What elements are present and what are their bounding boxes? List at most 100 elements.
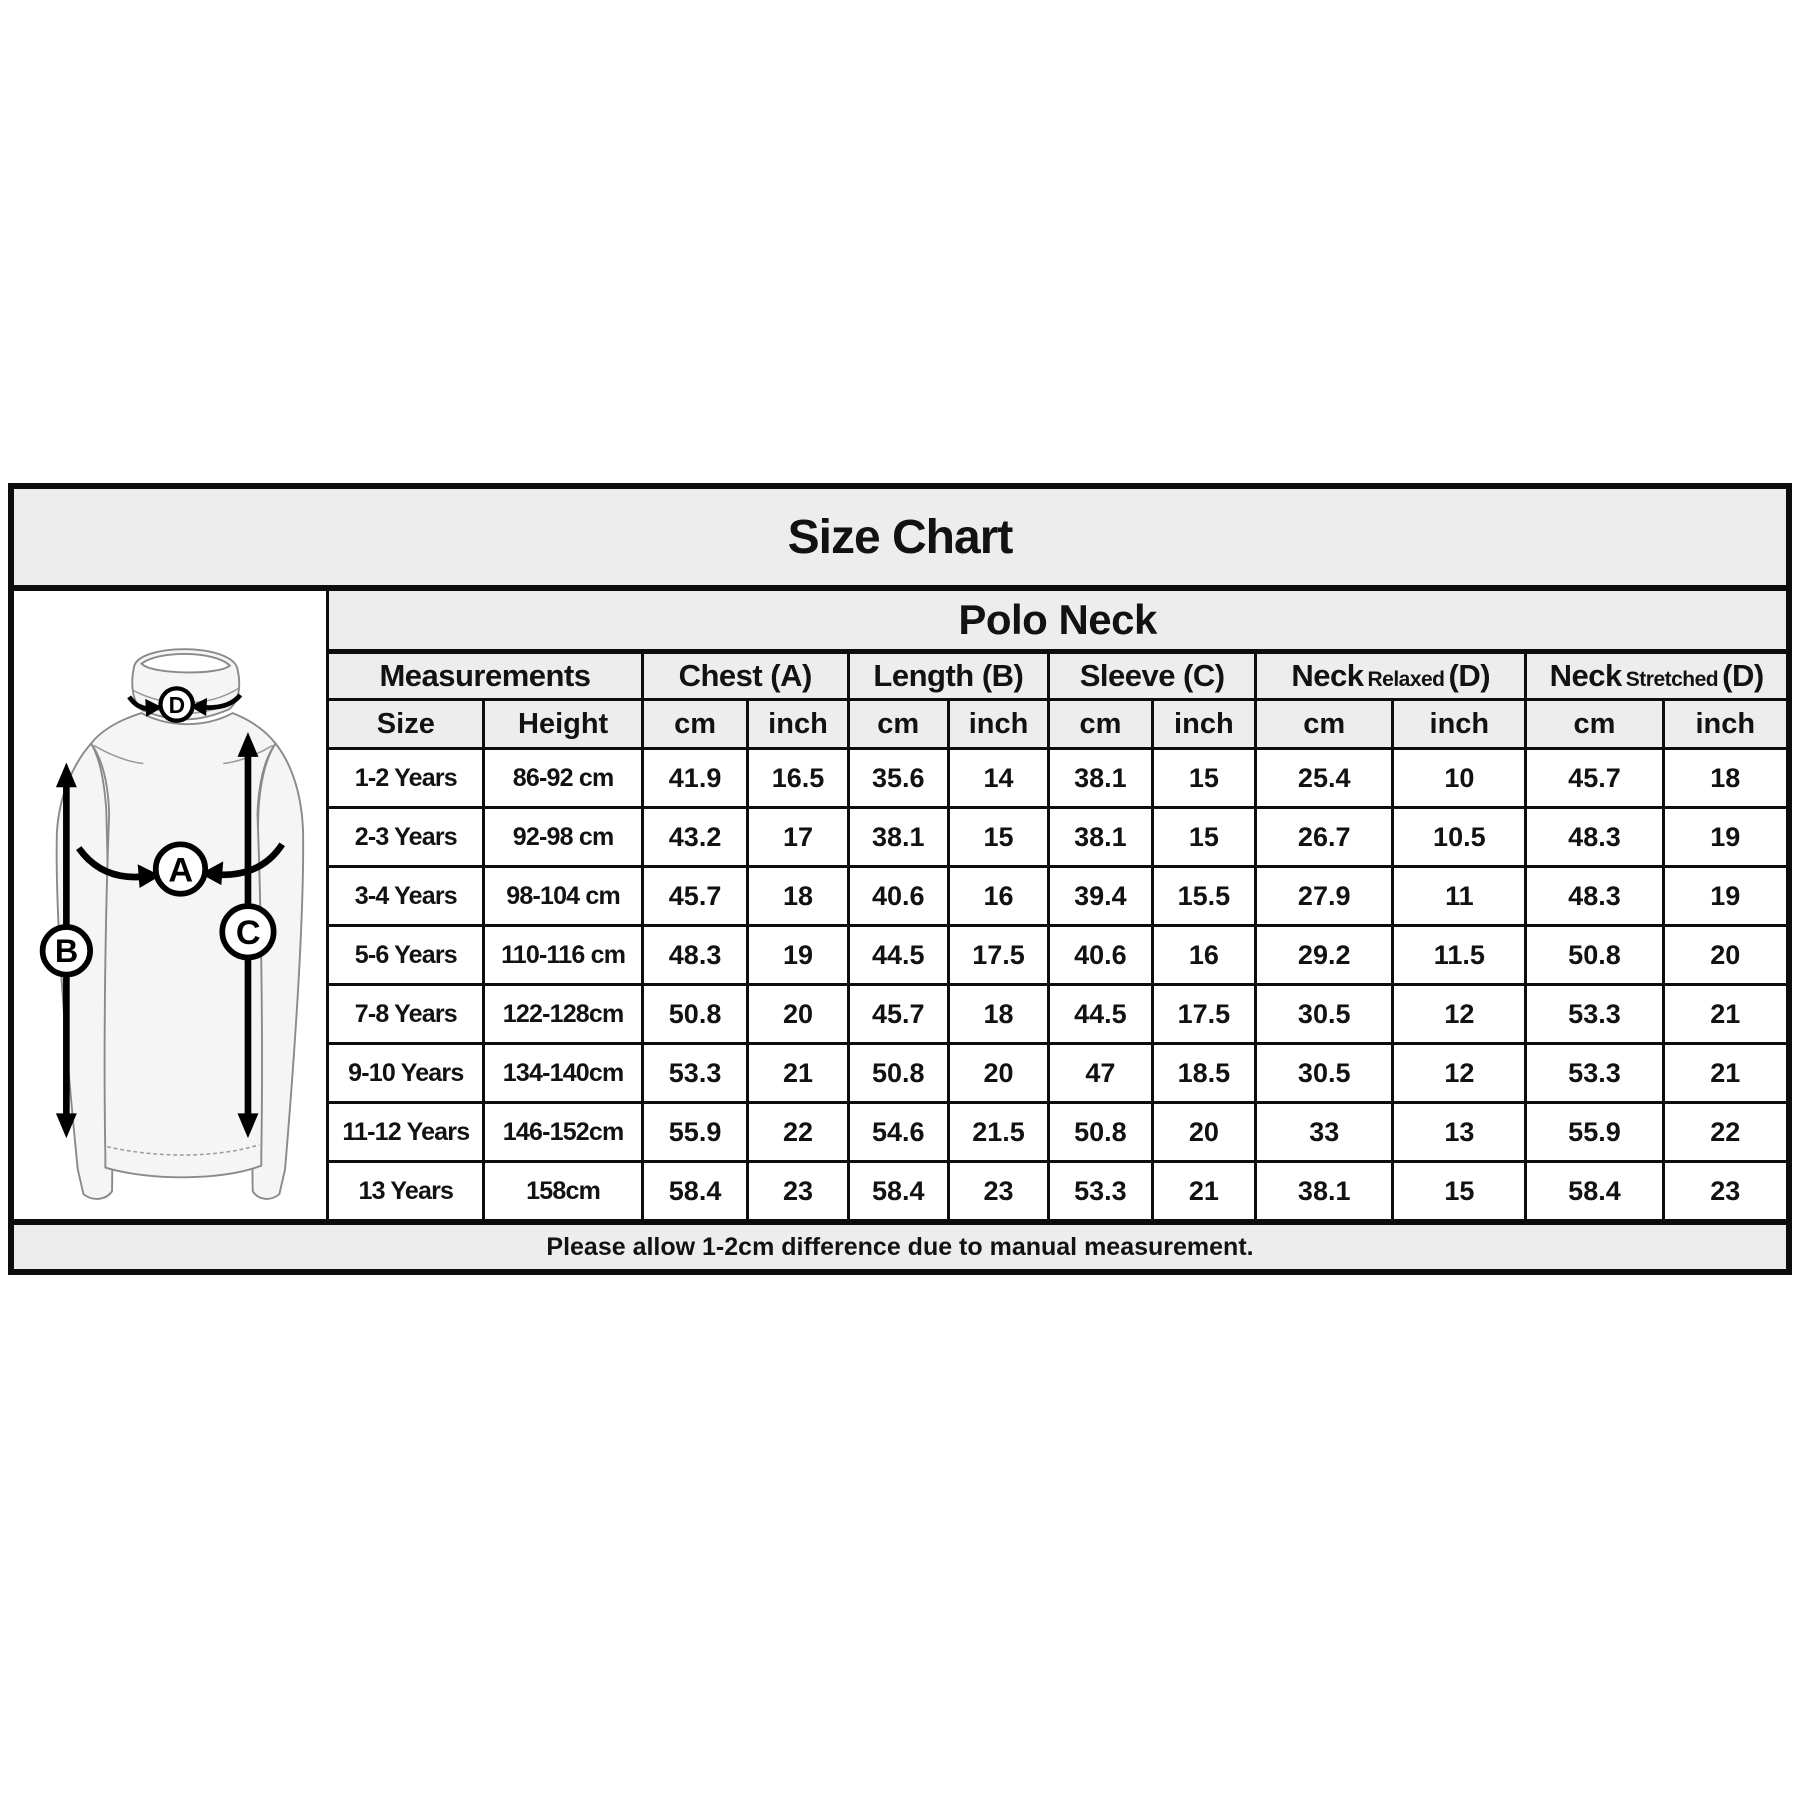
cell-neck-relaxed-inch: 11.5 [1391,924,1528,986]
cell-height: 134-140cm [482,1042,644,1104]
header-sleeve: Sleeve (C) [1047,650,1258,701]
cell-length-inch: 18 [946,983,1051,1045]
cell-length-cm: 45.7 [846,983,950,1045]
label-c: C [236,914,260,952]
cell-neck-stretched-inch: 22 [1661,1101,1791,1163]
cell-chest-inch: 22 [746,1101,850,1163]
table-row-9-10-years: 9-10 Years 134-140cm 53.3 21 50.8 20 47 … [11,1042,1791,1104]
measure-arc-a-right [217,842,286,879]
group-header-row: Measurements Chest (A) Length (B) Sleeve… [11,650,1791,701]
cell-chest-cm: 41.9 [640,747,750,809]
cell-neck-relaxed-cm: 25.4 [1254,747,1395,809]
subheader-neck-stretched-inch: inch [1661,698,1791,750]
cell-neck-stretched-inch: 18 [1661,747,1791,809]
cell-sleeve-inch: 20 [1150,1101,1258,1163]
cell-size: 1-2 Years [326,747,486,809]
cell-height: 86-92 cm [482,747,644,809]
cell-length-inch: 23 [946,1160,1051,1224]
neck-relaxed-main: Neck [1291,658,1364,693]
subheader-chest-inch: inch [746,698,850,750]
label-d: D [169,692,185,718]
cell-height: 110-116 cm [482,924,644,986]
cell-neck-stretched-cm: 48.3 [1524,865,1665,927]
cell-size: 5-6 Years [326,924,486,986]
cell-neck-stretched-cm: 53.3 [1524,1042,1665,1104]
arrowhead-b-top [56,762,77,788]
table-row-7-8-years: 7-8 Years 122-128cm 50.8 20 45.7 18 44.5… [11,983,1791,1045]
subheader-height: Height [482,698,644,750]
header-neck-stretched: Neck Stretched (D) [1524,650,1791,701]
cell-size: 11-12 Years [326,1101,486,1163]
cell-sleeve-inch: 17.5 [1150,983,1258,1045]
cell-sleeve-cm: 39.4 [1047,865,1154,927]
cell-chest-cm: 50.8 [640,983,750,1045]
table-row-2-3-years: 2-3 Years 92-98 cm 43.2 17 38.1 15 38.1 … [11,806,1791,868]
cell-neck-stretched-cm: 45.7 [1524,747,1665,809]
neck-stretched-qualifier: Stretched [1625,668,1719,691]
cell-neck-stretched-inch: 21 [1661,983,1791,1045]
size-chart-table: Size Chart [8,483,1792,1275]
header-length: Length (B) [846,650,1051,701]
cell-chest-cm: 58.4 [640,1160,750,1224]
cell-neck-relaxed-inch: 13 [1391,1101,1528,1163]
cell-chest-cm: 48.3 [640,924,750,986]
table-row-11-12-years: 11-12 Years 146-152cm 55.9 22 54.6 21.5 … [11,1101,1791,1163]
cell-chest-cm: 43.2 [640,806,750,868]
cell-neck-relaxed-inch: 11 [1391,865,1528,927]
arrowhead-a-right [200,861,224,886]
table-row-5-6-years: 5-6 Years 110-116 cm 48.3 19 44.5 17.5 4… [11,924,1791,986]
cell-neck-relaxed-cm: 33 [1254,1101,1395,1163]
shoulder-seam-left [93,744,144,765]
cell-sleeve-inch: 15 [1150,806,1258,868]
neck-relaxed-suffix: (D) [1448,658,1491,693]
arrowhead-d-left [145,698,163,717]
cell-neck-relaxed-cm: 30.5 [1254,983,1395,1045]
cell-sleeve-cm: 38.1 [1047,806,1154,868]
footnote: Please allow 1-2cm difference due to man… [9,1219,1791,1274]
cell-length-inch: 14 [946,747,1051,809]
cell-neck-relaxed-inch: 10 [1391,747,1528,809]
measure-arc-a-left [76,846,144,881]
header-measurements: Measurements [326,650,644,701]
measure-arc-d-right [202,693,243,710]
cell-height: 122-128cm [482,983,644,1045]
footnote-row: Please allow 1-2cm difference due to man… [9,1219,1791,1274]
product-name: Polo Neck [326,586,1791,654]
product-row: B C A D [9,586,1791,1225]
cell-size: 9-10 Years [326,1042,486,1104]
cell-sleeve-cm: 40.6 [1047,924,1154,986]
cell-chest-inch: 18 [746,865,850,927]
arrowhead-c-bottom [237,1113,259,1139]
left-sleeve [55,741,114,1200]
cell-neck-stretched-cm: 58.4 [1524,1160,1665,1224]
cell-length-inch: 20 [946,1042,1051,1104]
page-title: Size Chart [9,484,1791,591]
header-neck-relaxed: Neck Relaxed (D) [1254,650,1528,701]
cell-length-cm: 58.4 [846,1160,950,1224]
header-chest: Chest (A) [640,650,850,701]
cell-sleeve-cm: 53.3 [1047,1160,1154,1224]
neck-relaxed-qualifier: Relaxed [1367,668,1445,691]
cell-chest-inch: 20 [746,983,850,1045]
cell-length-cm: 44.5 [846,924,950,986]
cell-neck-stretched-inch: 21 [1661,1042,1791,1104]
subheader-length-inch: inch [946,698,1051,750]
subheader-neck-stretched-cm: cm [1524,698,1665,750]
cell-length-cm: 40.6 [846,865,950,927]
cell-sleeve-cm: 44.5 [1047,983,1154,1045]
label-b: B [55,933,78,969]
cell-size: 13 Years [326,1160,486,1224]
cell-length-cm: 38.1 [846,806,950,868]
cell-length-inch: 15 [946,806,1051,868]
cell-sleeve-inch: 16 [1150,924,1258,986]
cell-sleeve-inch: 15.5 [1150,865,1258,927]
cell-neck-stretched-inch: 23 [1661,1160,1791,1224]
label-circle-b [39,924,94,978]
subheader-neck-relaxed-cm: cm [1254,698,1395,750]
subheader-length-cm: cm [846,698,950,750]
cell-neck-stretched-cm: 50.8 [1524,924,1665,986]
cell-neck-stretched-cm: 55.9 [1524,1101,1665,1163]
label-circle-c [219,903,277,961]
cell-neck-relaxed-inch: 10.5 [1391,806,1528,868]
cell-sleeve-cm: 47 [1047,1042,1154,1104]
